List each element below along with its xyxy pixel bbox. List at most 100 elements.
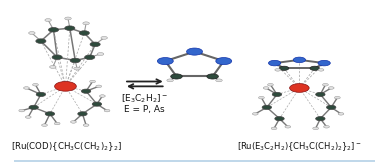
Circle shape — [338, 112, 344, 115]
Bar — [14, 160, 375, 162]
Bar — [14, 161, 375, 163]
Circle shape — [171, 74, 182, 79]
Circle shape — [92, 102, 102, 106]
Bar — [14, 162, 375, 163]
Circle shape — [85, 55, 95, 59]
Circle shape — [252, 112, 258, 115]
Bar — [14, 160, 375, 162]
Bar — [14, 160, 375, 162]
Bar — [14, 161, 375, 162]
Bar — [14, 162, 375, 163]
Bar — [14, 161, 375, 163]
Bar — [14, 160, 375, 162]
Bar — [14, 160, 375, 162]
Bar — [14, 161, 375, 163]
Circle shape — [97, 53, 104, 55]
Circle shape — [313, 127, 319, 130]
Circle shape — [55, 82, 76, 91]
Bar — [14, 161, 375, 163]
Circle shape — [334, 96, 340, 99]
Bar — [14, 161, 375, 163]
Bar — [14, 160, 375, 162]
Circle shape — [207, 74, 218, 79]
Bar — [14, 161, 375, 162]
Bar — [14, 161, 375, 163]
Bar — [14, 161, 375, 163]
Bar — [14, 160, 375, 162]
Circle shape — [45, 112, 55, 116]
Circle shape — [216, 79, 222, 82]
Circle shape — [100, 95, 105, 97]
Circle shape — [70, 121, 76, 123]
Bar — [14, 161, 375, 163]
Bar — [14, 160, 375, 162]
Circle shape — [79, 31, 89, 35]
Circle shape — [263, 87, 269, 89]
Bar — [14, 161, 375, 162]
Bar — [14, 161, 375, 162]
Circle shape — [70, 58, 80, 63]
Circle shape — [268, 60, 281, 66]
Circle shape — [96, 85, 102, 88]
Circle shape — [29, 32, 35, 34]
Bar — [14, 160, 375, 162]
Bar — [14, 161, 375, 163]
Circle shape — [187, 48, 202, 55]
Bar — [14, 161, 375, 163]
Bar — [14, 160, 375, 162]
Circle shape — [326, 105, 336, 110]
Bar — [14, 160, 375, 162]
Bar — [14, 160, 375, 162]
Circle shape — [316, 117, 325, 121]
Circle shape — [23, 87, 29, 89]
Bar — [14, 160, 375, 162]
Bar — [14, 161, 375, 163]
Circle shape — [54, 122, 60, 125]
Circle shape — [259, 96, 264, 99]
Circle shape — [25, 116, 31, 118]
Bar — [14, 160, 375, 162]
Bar — [14, 161, 375, 162]
Circle shape — [101, 36, 107, 39]
Bar — [14, 161, 375, 163]
Bar — [14, 161, 375, 162]
Bar — [14, 161, 375, 163]
Circle shape — [271, 127, 277, 130]
Circle shape — [81, 89, 91, 93]
Circle shape — [29, 105, 38, 110]
Bar — [14, 160, 375, 162]
Bar — [14, 160, 375, 162]
Bar — [14, 161, 375, 162]
Circle shape — [104, 109, 110, 112]
Bar — [14, 161, 375, 162]
Bar — [14, 161, 375, 163]
Circle shape — [90, 42, 100, 47]
Circle shape — [83, 22, 89, 25]
Bar — [14, 161, 375, 163]
Circle shape — [316, 92, 325, 96]
Circle shape — [49, 28, 58, 32]
Bar — [14, 160, 375, 162]
Circle shape — [45, 19, 51, 22]
Circle shape — [157, 58, 173, 65]
Circle shape — [268, 83, 273, 86]
Bar — [14, 161, 375, 163]
Bar — [14, 161, 375, 162]
Circle shape — [83, 124, 89, 126]
Bar — [14, 160, 375, 162]
Bar — [14, 161, 375, 163]
Bar — [14, 161, 375, 162]
Bar — [14, 160, 375, 162]
Bar — [14, 160, 375, 162]
Circle shape — [322, 83, 328, 86]
Circle shape — [74, 67, 80, 70]
Bar — [14, 161, 375, 163]
Text: [E$_3$C$_2$H$_2$]$^-$: [E$_3$C$_2$H$_2$]$^-$ — [121, 93, 168, 105]
Circle shape — [275, 69, 280, 71]
Bar — [14, 161, 375, 162]
Bar — [14, 160, 375, 162]
Bar — [14, 162, 375, 163]
Bar — [14, 160, 375, 162]
Bar — [14, 161, 375, 163]
Circle shape — [65, 26, 75, 30]
